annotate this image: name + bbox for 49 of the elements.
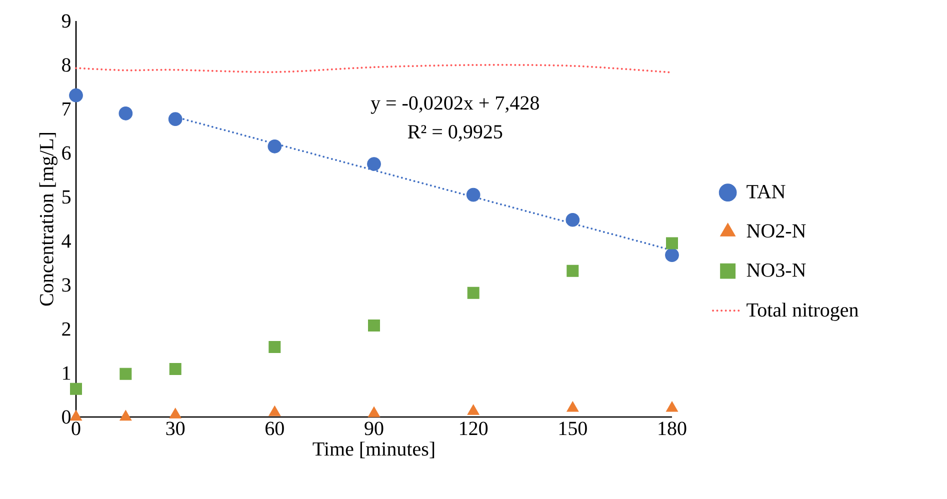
point <box>168 112 182 126</box>
x-axis-title: Time [minutes] <box>312 442 434 458</box>
point <box>368 406 380 418</box>
legend-label: Total nitrogen <box>746 302 858 321</box>
point <box>118 106 133 120</box>
y-axis-title: Concentration [mg/L] <box>39 133 58 306</box>
point <box>566 401 579 412</box>
y-tick-label: 8 <box>62 58 71 72</box>
x-tick-label: 30 <box>166 422 185 436</box>
point <box>368 319 380 332</box>
point <box>169 408 182 418</box>
x-tick-label: 120 <box>460 422 488 436</box>
point <box>467 286 480 299</box>
x-tick-label: 0 <box>72 422 80 436</box>
point <box>69 88 83 102</box>
legend-label: NO2-N <box>746 224 806 238</box>
y-tick-label: 7 <box>62 102 71 116</box>
point <box>566 264 579 277</box>
point <box>120 410 132 421</box>
x-tick-label: 90 <box>364 422 384 436</box>
point <box>665 248 679 262</box>
point <box>268 406 281 416</box>
point <box>566 212 580 227</box>
x-tick-label: 150 <box>559 422 587 436</box>
point <box>466 188 480 202</box>
y-tick-label: 3 <box>62 278 71 292</box>
point <box>70 410 82 421</box>
point <box>169 363 182 376</box>
y-tick-label: 2 <box>62 322 70 336</box>
legend-label: NO3-N <box>746 263 806 277</box>
y-tick-label: 6 <box>62 146 71 160</box>
point <box>268 341 281 354</box>
point <box>367 157 381 171</box>
y-tick-label: 9 <box>62 14 70 28</box>
y-tick-label: 1 <box>63 366 70 380</box>
annotation: y = -0,0202x + 7,428 <box>370 96 539 114</box>
legend-label: TAN <box>746 185 786 198</box>
annotation: R² = 0,9925 <box>408 125 502 142</box>
x-tick-label: 60 <box>266 422 284 436</box>
point <box>666 237 678 250</box>
point <box>70 382 82 395</box>
point <box>467 404 480 415</box>
y-tick-label: 5 <box>62 190 71 204</box>
y-tick-label: 0 <box>62 410 71 424</box>
y-tick-label: 4 <box>62 234 71 248</box>
x-tick-label: 180 <box>658 422 686 436</box>
point <box>120 368 132 380</box>
point <box>666 401 678 412</box>
point <box>268 139 282 154</box>
